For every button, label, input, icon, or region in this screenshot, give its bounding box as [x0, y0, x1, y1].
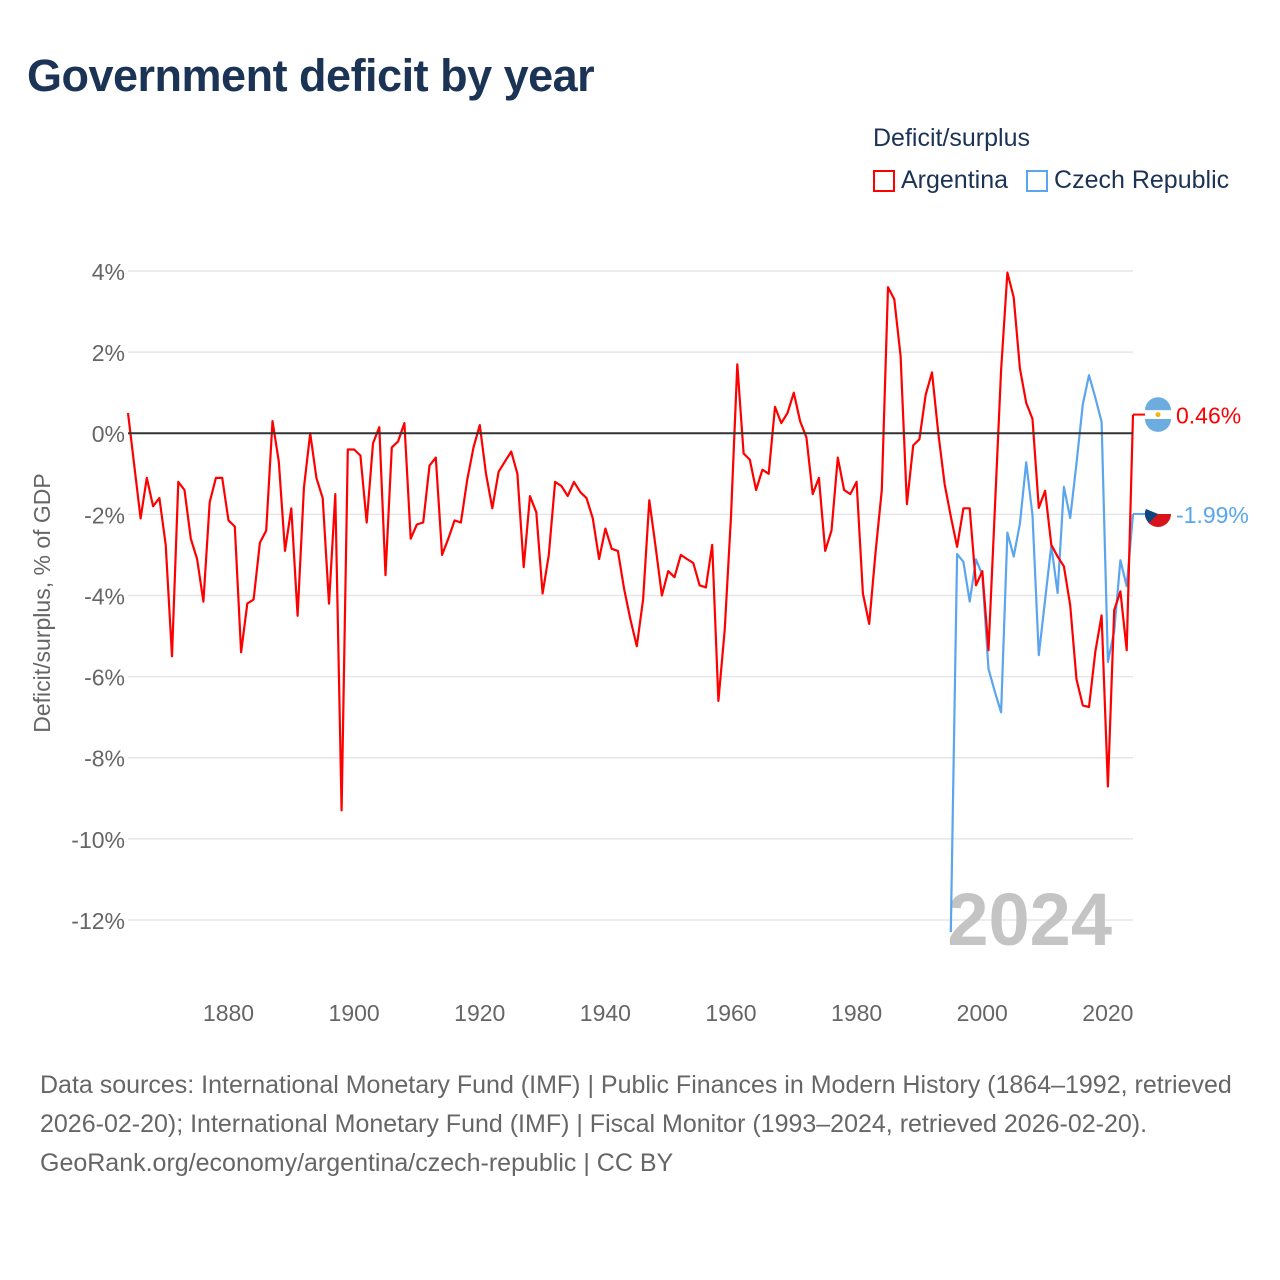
legend-swatch-czech-republic — [1026, 169, 1049, 192]
legend-label: Czech Republic — [1054, 166, 1230, 194]
y-tick-label: 0% — [92, 421, 125, 447]
x-tick-label: 1980 — [831, 1000, 882, 1026]
year-watermark: 2024 — [947, 878, 1112, 961]
series-line-argentina — [126, 271, 1135, 812]
y-tick-label: -8% — [84, 746, 125, 772]
y-tick-label: 2% — [92, 340, 125, 366]
series-line-czech-republic — [949, 374, 1135, 933]
czech-flag-triangle — [1145, 508, 1158, 523]
y-tick-label: -4% — [84, 583, 125, 609]
footer: Data sources: International Monetary Fun… — [40, 1066, 1240, 1183]
argentina-flag-stripe — [1145, 397, 1171, 411]
argentina-sun-icon — [1155, 412, 1161, 418]
end-value-label-argentina: 0.46% — [1176, 403, 1241, 429]
legend: Argentina Czech Republic — [873, 166, 1229, 195]
x-tick-label: 1900 — [329, 1000, 380, 1026]
data-sources: Data sources: International Monetary Fun… — [40, 1071, 1232, 1138]
x-tick-label: 1940 — [580, 1000, 631, 1026]
legend-item-czech-republic[interactable]: Czech Republic — [1026, 166, 1229, 195]
x-tick-label: 2020 — [1082, 1000, 1133, 1026]
legend-swatch-argentina — [873, 169, 895, 192]
y-tick-label: -2% — [84, 502, 125, 528]
legend-label: Argentina — [901, 166, 1009, 194]
y-tick-label: 4% — [92, 259, 125, 285]
y-tick-label: -12% — [71, 908, 125, 934]
credit-link[interactable]: GeoRank.org/economy/argentina/czech-repu… — [40, 1149, 674, 1177]
chart-title: Government deficit by year — [27, 50, 595, 101]
x-tick-label: 1920 — [454, 1000, 505, 1026]
y-tick-label: -10% — [71, 827, 125, 853]
y-tick-label: -6% — [84, 665, 125, 691]
y-axis-label: Deficit/surplus, % of GDP — [29, 473, 55, 732]
legend-item-argentina[interactable]: Argentina — [873, 166, 1008, 195]
end-value-label-czech-republic: -1.99% — [1176, 502, 1249, 528]
argentina-flag-stripe — [1145, 418, 1171, 432]
legend-title: Deficit/surplus — [873, 124, 1030, 152]
x-tick-label: 1880 — [203, 1000, 254, 1026]
x-tick-label: 1960 — [705, 1000, 756, 1026]
x-tick-label: 2000 — [957, 1000, 1008, 1026]
